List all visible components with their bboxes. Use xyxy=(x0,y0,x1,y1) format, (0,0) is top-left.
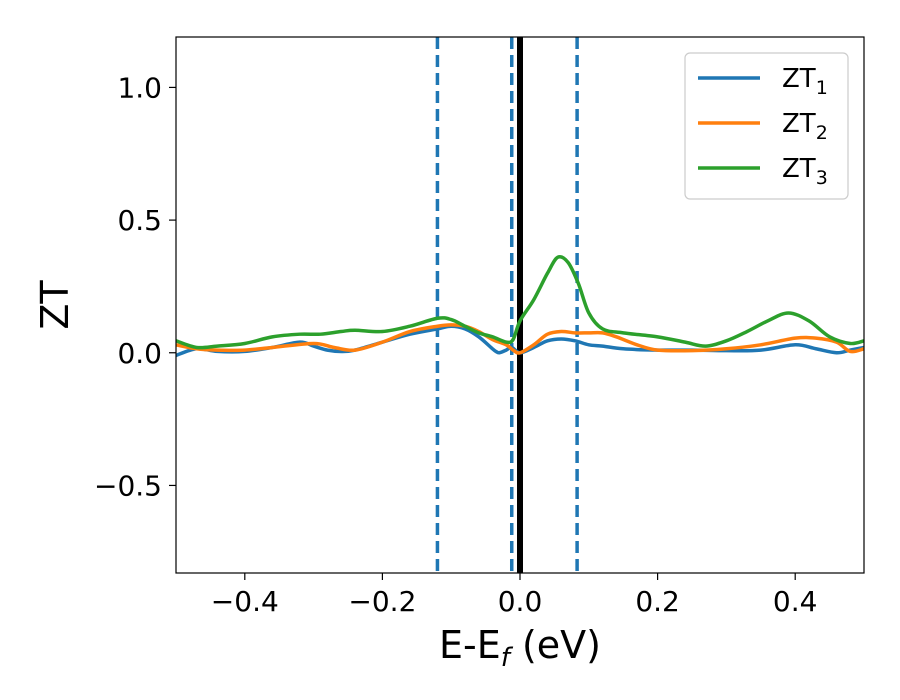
legend-label-zt3: ZT3 xyxy=(782,154,828,189)
x-tick-label: 0.4 xyxy=(773,585,818,618)
x-tick-label: −0.4 xyxy=(211,585,279,618)
x-tick-label: −0.2 xyxy=(348,585,416,618)
x-tick-label: 0.2 xyxy=(635,585,680,618)
legend-label-zt2: ZT2 xyxy=(782,109,828,144)
legend-label-zt1: ZT1 xyxy=(782,64,828,99)
series-lines xyxy=(176,254,864,358)
y-tick-label: 1.0 xyxy=(117,71,162,104)
legend: ZT1 ZT2 ZT3 xyxy=(684,52,849,200)
legend-frame xyxy=(684,52,849,200)
x-axis-title: E-Ef (eV) xyxy=(439,623,601,673)
x-tick-label: 0.0 xyxy=(498,585,543,618)
series-line-zt2 xyxy=(176,323,864,355)
series-line-zt3 xyxy=(176,254,864,350)
y-tick-label: 0.0 xyxy=(117,337,162,370)
y-axis-title: ZT xyxy=(33,280,77,330)
x-axis-ticks: −0.4 −0.2 0.0 0.2 0.4 xyxy=(211,573,818,618)
y-tick-label: −0.5 xyxy=(94,469,162,502)
reference-lines xyxy=(435,37,579,573)
y-tick-label: 0.5 xyxy=(117,204,162,237)
y-axis-ticks: −0.5 0.0 0.5 1.0 xyxy=(94,71,176,502)
